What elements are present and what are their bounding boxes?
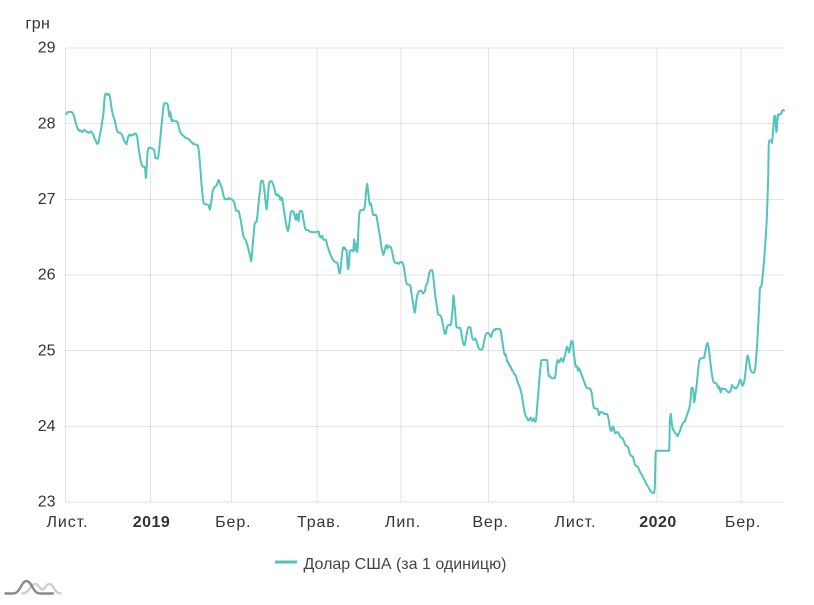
svg-text:29: 29 — [38, 40, 56, 57]
svg-text:26: 26 — [38, 267, 56, 284]
svg-text:2020: 2020 — [639, 514, 677, 531]
svg-text:2019: 2019 — [133, 514, 171, 531]
svg-text:25: 25 — [38, 342, 56, 359]
svg-text:Трав.: Трав. — [297, 514, 341, 531]
svg-text:Вер.: Вер. — [472, 514, 509, 531]
svg-text:грн: грн — [26, 16, 51, 33]
svg-text:28: 28 — [38, 115, 56, 132]
svg-text:23: 23 — [38, 494, 56, 511]
svg-text:Бер.: Бер. — [215, 514, 251, 531]
svg-text:Лист.: Лист. — [555, 514, 597, 531]
svg-text:Лип.: Лип. — [385, 514, 421, 531]
svg-text:Лист.: Лист. — [47, 514, 89, 531]
svg-text:24: 24 — [38, 418, 56, 435]
svg-text:Бер.: Бер. — [725, 514, 761, 531]
svg-text:Долар США (за 1 одиницю): Долар США (за 1 одиницю) — [304, 556, 507, 573]
svg-text:27: 27 — [38, 191, 56, 208]
